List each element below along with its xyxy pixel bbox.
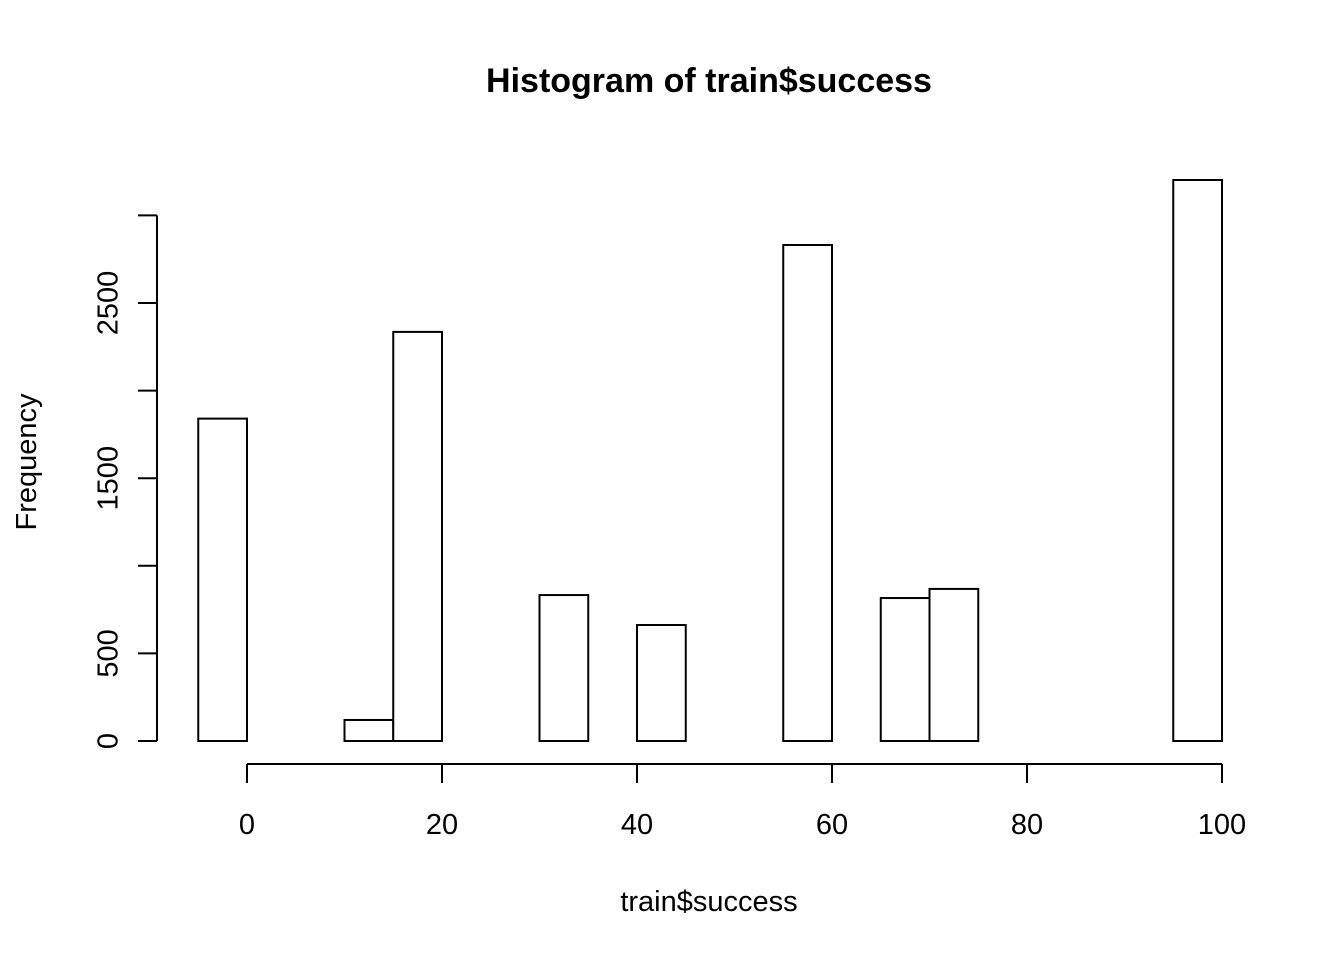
x-tick-label: 80 [1011, 809, 1043, 841]
x-tick-label: 20 [426, 809, 458, 841]
bar [879, 597, 931, 743]
bar [392, 330, 443, 742]
bar [1172, 179, 1223, 742]
x-tick-label: 40 [621, 809, 653, 841]
chart-title: Histogram of train$success [486, 62, 932, 100]
bar [636, 624, 687, 743]
x-tick-label: 60 [816, 809, 848, 841]
y-tick-label: 1500 [93, 446, 125, 511]
bar [197, 417, 248, 742]
x-axis-label: train$success [620, 886, 797, 918]
x-tick-label: 0 [239, 809, 255, 841]
y-axis-label: Frequency [11, 393, 43, 531]
y-tick-label: 2500 [93, 271, 125, 336]
bar [782, 244, 833, 742]
bar [343, 718, 395, 743]
y-tick-label: 0 [93, 733, 125, 749]
y-tick-label: 500 [93, 629, 125, 677]
bar [928, 587, 980, 742]
bar [538, 594, 590, 742]
x-tick-label: 100 [1198, 809, 1246, 841]
